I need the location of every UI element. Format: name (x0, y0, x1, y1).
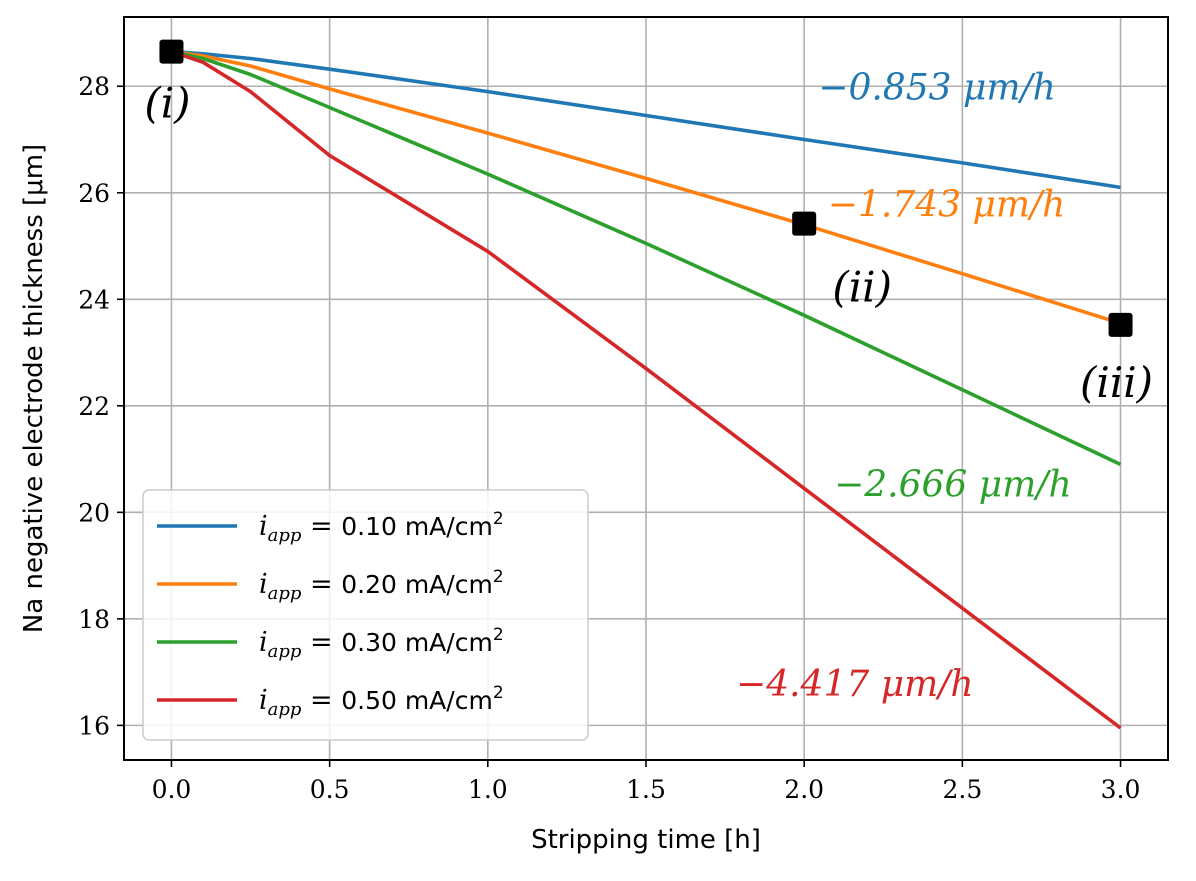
x-tick-label: 1.5 (626, 775, 666, 804)
marker-label: (i) (144, 79, 190, 128)
legend-value: 0.20 mA/cm (341, 570, 493, 599)
rate-label: −2.666 μm/h (834, 464, 1072, 505)
legend-value: 0.50 mA/cm (341, 686, 493, 715)
y-tick-label: 20 (78, 498, 110, 527)
y-axis-label: Na negative electrode thickness [μm] (19, 144, 49, 633)
y-tick-label: 24 (78, 285, 110, 314)
rate-labels-layer: −0.853 μm/h −1.743 μm/h −2.666 μm/h −4.417 … (736, 68, 1072, 706)
markers-layer: (i) (ii) (iii) (144, 39, 1153, 407)
x-tick-label: 0.5 (310, 775, 350, 804)
legend-box (142, 489, 589, 741)
x-tick-label: 1.0 (468, 775, 508, 804)
x-tick-label: 2.5 (942, 775, 982, 804)
legend-entry-0: iapp = 0.10 mA/cm2 (259, 509, 504, 546)
rate-label: −0.853 μm/h (818, 68, 1056, 109)
series-layer (170, 49, 1122, 730)
series-line-0 (171, 49, 1121, 190)
rate-label: −4.417 μm/h (736, 664, 974, 705)
y-tick-label: 28 (78, 72, 110, 101)
x-tick-label: 2.0 (784, 775, 824, 804)
marker-point (1108, 312, 1133, 337)
series-line-1 (171, 49, 1122, 326)
legend-value: 0.30 mA/cm (341, 628, 493, 657)
series-line-2 (171, 49, 1122, 467)
ticks-layer: 0.0 0.5 1.0 1.5 2.0 2.5 3.0 16 18 20 22 24 26 28 (78, 72, 1140, 804)
legend-entry-3: iapp = 0.50 mA/cm2 (259, 683, 504, 720)
rate-label: −1.743 μm/h (828, 185, 1066, 226)
x-tick-label: 3.0 (1101, 775, 1141, 804)
series-line-3 (170, 49, 1122, 730)
legend-entry-2: iapp = 0.30 mA/cm2 (259, 625, 504, 662)
legend: iapp = 0.10 mA/cm2 iapp = 0.20 mA/cm2 iapp… (142, 489, 589, 741)
legend-entry-1: iapp = 0.20 mA/cm2 (259, 567, 504, 604)
marker-label: (iii) (1080, 358, 1153, 407)
legend-value: 0.10 mA/cm (341, 512, 493, 541)
y-tick-label: 26 (78, 179, 110, 208)
x-tick-label: 0.0 (152, 775, 192, 804)
marker-point (159, 39, 184, 64)
y-tick-label: 18 (78, 605, 110, 634)
x-axis-label: Stripping time [h] (531, 825, 761, 855)
y-tick-label: 22 (78, 392, 110, 421)
marker-point (792, 211, 817, 236)
y-tick-label: 16 (78, 711, 110, 740)
marker-label: (ii) (832, 263, 892, 312)
